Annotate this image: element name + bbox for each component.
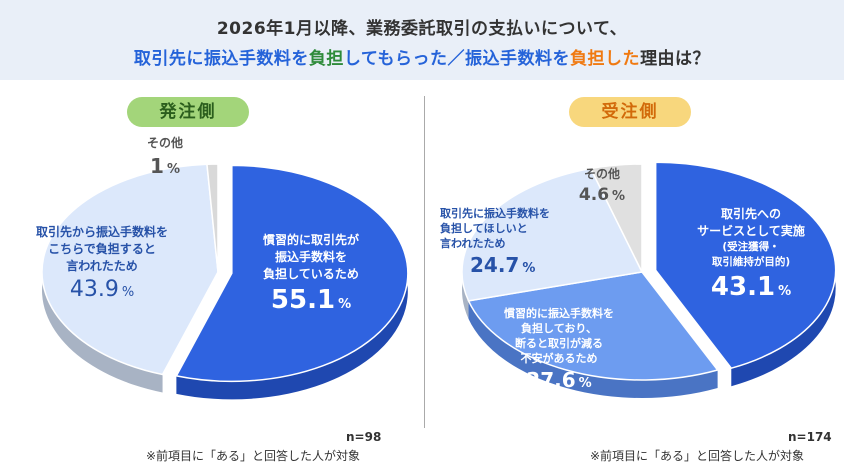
title-part-5: 理由は？: [640, 49, 711, 69]
right-slice-3-label: その他 4.6%: [572, 166, 632, 205]
left-slice-0-line-2: 振込手数料を: [274, 250, 347, 264]
right-slice-0-line-1: 取引先への: [720, 207, 781, 221]
right-slice-2-line-3: 言われたため: [440, 237, 506, 250]
title-part-1: 取引先に振込手数料を: [133, 49, 309, 69]
left-slice-1-unit: %: [121, 285, 135, 300]
left-slice-1-label: 取引先から振込手数料を こちらで負担すると 言われたため 43.9%: [22, 224, 182, 302]
right-slice-0: [654, 161, 837, 370]
title-header: 2026年1月以降、業務委託取引の支払いについて、 取引先に振込手数料を負担して…: [0, 0, 844, 80]
right-slice-1: [467, 271, 719, 381]
right-slice-1-line-1: 慣習的に振込手数料を: [504, 307, 614, 320]
left-slice-1-line-1: 取引先から振込手数料を: [35, 225, 168, 239]
right-slice-1-line-4: 不安があるため: [520, 352, 598, 365]
left-slice-0-unit: %: [338, 297, 352, 312]
right-slice-0-line-2: サービスとして実施: [697, 224, 805, 238]
left-slice-0-line-1: 慣習的に取引先が: [262, 233, 359, 247]
right-slice-1-value: 27.6: [526, 368, 576, 392]
right-slice-2-label: 取引先に振込手数料を 負担してほしいと 言われたため 24.7%: [440, 206, 590, 277]
right-sample-size: n=174: [788, 430, 832, 444]
left-slice-0-label: 慣習的に取引先が 振込手数料を 負担しているため 55.1%: [236, 232, 386, 315]
left-slice-2-unit: %: [166, 162, 180, 177]
left-slice-2-label: その他 1%: [130, 135, 200, 178]
panel-label-contractor: 受注側: [569, 97, 691, 127]
right-footnote: ※前項目に「ある」と回答した人が対象: [590, 449, 805, 463]
right-slice-1-line-2: 負担しており、: [521, 322, 597, 335]
left-slice-1-line-3: 言われたため: [66, 259, 138, 273]
title-line-2: 取引先に振込手数料を負担してもらった／振込手数料を負担した理由は？: [0, 44, 844, 69]
pie-chart-contractor: [461, 161, 837, 399]
panel-divider: [424, 96, 425, 428]
right-slice-0-label: 取引先への サービスとして実施 (受注獲得・ 取引維持が目的) 43.1%: [686, 206, 816, 302]
left-slice-2-value: 1: [150, 154, 164, 178]
right-slice-3-line-1: その他: [583, 167, 620, 181]
title-line-1: 2026年1月以降、業務委託取引の支払いについて、: [216, 19, 628, 39]
left-slice-2-line-1: その他: [146, 136, 183, 150]
right-slice-1-label: 慣習的に振込手数料を 負担しており、 断ると取引が減る 不安があるため 27.6…: [484, 306, 634, 392]
right-slice-2-line-1: 取引先に振込手数料を: [440, 207, 550, 220]
title-part-2: 負担: [308, 49, 344, 69]
pie-chart-orderer: [41, 163, 409, 400]
right-slice-2-line-2: 負担してほしいと: [440, 222, 528, 235]
title-part-3: してもらった／振込手数料を: [343, 49, 571, 69]
right-slice-0-sub-1: (受注獲得・: [722, 241, 780, 253]
left-footnote: ※前項目に「ある」と回答した人が対象: [146, 449, 361, 463]
right-slice-2-unit: %: [522, 261, 536, 276]
right-slice-3-value: 4.6: [578, 185, 610, 205]
left-slice-0-line-3: 負担しているため: [263, 267, 359, 281]
right-slice-2-value: 24.7: [470, 253, 520, 277]
right-slice-3-unit: %: [612, 189, 626, 204]
right-slice-0-unit: %: [778, 284, 792, 299]
right-slice-2: [461, 167, 644, 302]
title-part-4: 負担した: [570, 49, 641, 69]
right-slice-1-unit: %: [578, 376, 592, 391]
right-slice-0-sub-2: 取引維持が目的): [711, 256, 791, 268]
right-slice-3: [589, 163, 643, 273]
right-slice-1-line-3: 断ると取引が減る: [515, 337, 603, 350]
left-slice-1-value: 43.9: [69, 277, 119, 302]
panel-label-orderer: 発注側: [127, 97, 249, 127]
left-slice-0-value: 55.1: [270, 285, 336, 315]
left-slice-0: [175, 164, 409, 383]
left-slice-1-line-2: こちらで負担すると: [48, 242, 156, 256]
left-slice-1: [41, 163, 219, 376]
right-slice-0-value: 43.1: [710, 272, 776, 302]
right-slice-1-side: [468, 300, 718, 399]
left-sample-size: n=98: [346, 430, 382, 444]
left-slice-2: [206, 163, 219, 273]
